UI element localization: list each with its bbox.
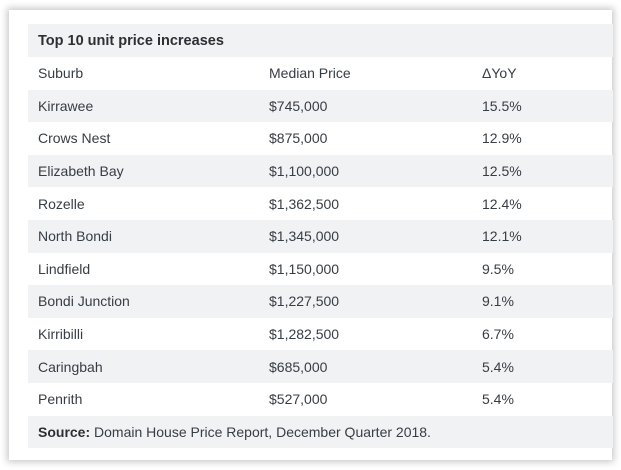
cell-price: $1,227,500	[269, 293, 340, 310]
cell-yoy: 15.5%	[482, 97, 522, 114]
cell-suburb: Kirribilli	[38, 326, 84, 343]
table-row: Caringbah $685,000 5.4%	[28, 350, 613, 383]
cell-yoy: 12.1%	[482, 228, 522, 245]
cell-price: $685,000	[269, 358, 328, 375]
cell-yoy: 5.4%	[482, 391, 514, 408]
table-row: Bondi Junction $1,227,500 9.1%	[28, 285, 613, 318]
table-row: Elizabeth Bay $1,100,000 12.5%	[28, 154, 613, 188]
cell-yoy: 12.4%	[482, 195, 522, 212]
cell-yoy: 5.4%	[482, 358, 514, 375]
cell-suburb: Penrith	[38, 391, 83, 408]
header-yoy: ΔYoY	[482, 65, 517, 82]
cell-price: $1,282,500	[269, 326, 340, 343]
table-row: Crows Nest $875,000 12.9%	[28, 122, 613, 155]
source-text: Domain House Price Report, December Quar…	[90, 423, 431, 440]
cell-price: $745,000	[269, 97, 328, 114]
source-note: Source: Domain House Price Report, Decem…	[28, 415, 613, 449]
cell-yoy: 9.5%	[482, 260, 514, 277]
cell-price: $1,100,000	[269, 163, 340, 180]
cell-suburb: Elizabeth Bay	[38, 163, 124, 180]
table-row: Rozelle $1,362,500 12.4%	[28, 187, 613, 220]
cell-yoy: 6.7%	[482, 326, 514, 343]
table-row: Kirribilli $1,282,500 6.7%	[28, 318, 613, 351]
cell-yoy: 9.1%	[482, 293, 514, 310]
table-row: North Bondi $1,345,000 12.1%	[28, 219, 613, 253]
cell-price: $527,000	[269, 391, 328, 408]
cell-yoy: 12.5%	[482, 163, 522, 180]
cell-suburb: Kirrawee	[38, 97, 94, 114]
cell-price: $1,362,500	[269, 195, 340, 212]
header-suburb: Suburb	[38, 65, 84, 82]
header-row: Suburb Median Price ΔYoY	[28, 57, 613, 90]
cell-suburb: Caringbah	[38, 358, 103, 375]
cell-price: $1,150,000	[269, 260, 340, 277]
table-title: Top 10 unit price increases	[28, 24, 613, 57]
cell-suburb: Rozelle	[38, 195, 85, 212]
cell-suburb: Lindfield	[38, 260, 91, 277]
cell-suburb: North Bondi	[38, 228, 112, 245]
price-table: Top 10 unit price increases Suburb Media…	[28, 24, 613, 449]
table-row: Penrith $527,000 5.4%	[28, 383, 613, 416]
table-row: Lindfield $1,150,000 9.5%	[28, 253, 613, 286]
table-card: Top 10 unit price increases Suburb Media…	[9, 10, 613, 460]
cell-price: $875,000	[269, 130, 328, 147]
source-label: Source:	[38, 423, 91, 440]
cell-suburb: Bondi Junction	[38, 293, 130, 310]
table-row: Kirrawee $745,000 15.5%	[28, 89, 613, 123]
cell-price: $1,345,000	[269, 228, 340, 245]
cell-yoy: 12.9%	[482, 130, 522, 147]
header-median-price: Median Price	[269, 65, 351, 82]
cell-suburb: Crows Nest	[38, 130, 111, 147]
